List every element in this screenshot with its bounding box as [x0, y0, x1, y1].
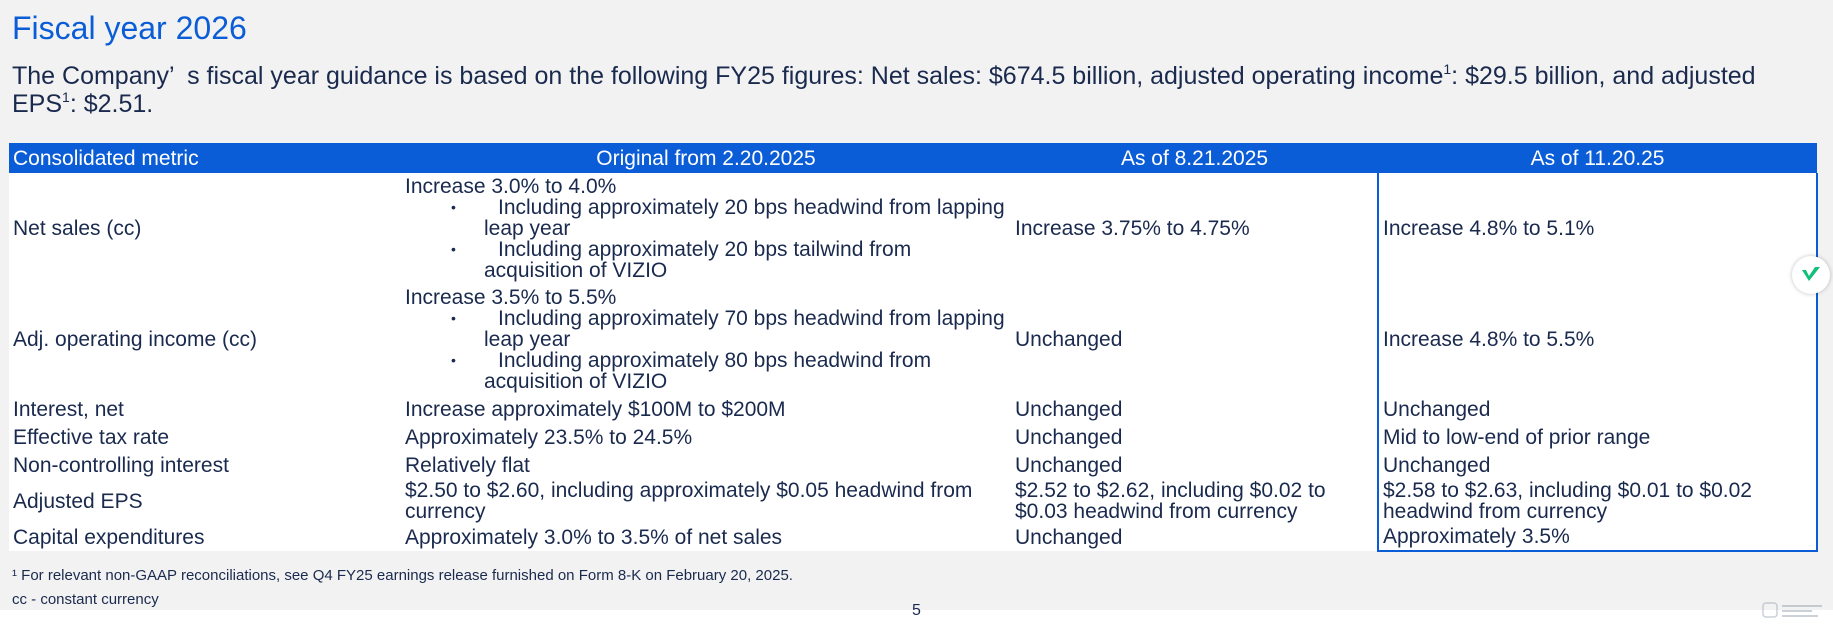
aug-guidance-cell: Unchanged	[1011, 451, 1378, 479]
nov-guidance-cell: Increase 4.8% to 5.1%	[1377, 173, 1818, 284]
guidance-bullet: Including approximately 20 bps tailwind …	[451, 239, 1007, 281]
original-guidance-cell: $2.50 to $2.60, including approximately …	[401, 479, 1011, 523]
nov-guidance-cell: $2.58 to $2.63, including $0.01 to $0.02…	[1377, 479, 1818, 523]
guidance-bullet: Including approximately 20 bps headwind …	[451, 197, 1007, 239]
intro-text-1: The Company’ s fiscal year guidance is b…	[12, 62, 1444, 90]
nov-guidance-cell: Unchanged	[1377, 395, 1818, 423]
slide: Fiscal year 2026 The Company’ s fiscal y…	[0, 0, 1833, 610]
column-header-aug: As of 8.21.2025	[1011, 143, 1378, 173]
intro-text-2: : $29.5 billion, and adjusted EPS	[12, 62, 1756, 118]
guidance-bullet: Including approximately 70 bps headwind …	[451, 308, 1007, 350]
original-guidance-cell: Increase 3.0% to 4.0% Including approxim…	[401, 173, 1011, 284]
footnote-marker: 1	[62, 89, 70, 105]
table-row-adj-operating-income: Adj. operating income (cc) Increase 3.5%…	[9, 284, 1818, 395]
metric-cell: Interest, net	[9, 395, 401, 423]
original-guidance-cell: Increase approximately $100M to $200M	[401, 395, 1011, 423]
table-row-net-sales: Net sales (cc) Increase 3.0% to 4.0% Inc…	[9, 173, 1818, 284]
aug-guidance-cell: Unchanged	[1011, 523, 1378, 551]
table-row-adjusted-eps: Adjusted EPS $2.50 to $2.60, including a…	[9, 479, 1818, 523]
guidance-bullets: Including approximately 70 bps headwind …	[405, 308, 1007, 392]
guidance-table: Consolidated metric Original from 2.20.2…	[9, 143, 1818, 552]
checkmark-logo-icon-glyph	[1802, 267, 1820, 281]
nov-guidance-cell: Mid to low-end of prior range	[1377, 423, 1818, 451]
original-guidance-main: Increase 3.5% to 5.5%	[405, 286, 617, 309]
guidance-bullet: Including approximately 80 bps headwind …	[451, 350, 1007, 392]
metric-cell: Non-controlling interest	[9, 451, 401, 479]
aug-guidance-cell: Unchanged	[1011, 395, 1378, 423]
footnote-non-gaap: ¹ For relevant non-GAAP reconciliations,…	[12, 567, 793, 584]
original-guidance-cell: Increase 3.5% to 5.5% Including approxim…	[401, 284, 1011, 395]
metric-cell: Effective tax rate	[9, 423, 401, 451]
aug-guidance-cell: Increase 3.75% to 4.75%	[1011, 173, 1378, 284]
footnote-marker: 1	[1443, 61, 1452, 77]
original-guidance-cell: Approximately 23.5% to 24.5%	[401, 423, 1011, 451]
guidance-intro: The Company’ s fiscal year guidance is b…	[12, 62, 1812, 118]
table-row-capital-expenditures: Capital expenditures Approximately 3.0% …	[9, 523, 1818, 552]
watermark-logo-icon	[1762, 602, 1822, 618]
table-row-effective-tax-rate: Effective tax rate Approximately 23.5% t…	[9, 423, 1818, 451]
footnote-constant-currency: cc - constant currency	[12, 591, 159, 608]
column-header-nov: As of 11.20.25	[1378, 143, 1817, 173]
intro-text-3: : $2.51.	[69, 90, 154, 118]
aug-guidance-cell: Unchanged	[1011, 284, 1378, 395]
column-header-original: Original from 2.20.2025	[401, 143, 1011, 173]
nov-guidance-cell: Unchanged	[1377, 451, 1818, 479]
original-guidance-cell: Approximately 3.0% to 3.5% of net sales	[401, 523, 1011, 551]
metric-cell: Adj. operating income (cc)	[9, 284, 401, 395]
original-guidance-main: Increase 3.0% to 4.0%	[405, 175, 617, 198]
aug-guidance-cell: Unchanged	[1011, 423, 1378, 451]
table-row-non-controlling-interest: Non-controlling interest Relatively flat…	[9, 451, 1818, 479]
original-guidance-cell: Relatively flat	[401, 451, 1011, 479]
metric-cell: Adjusted EPS	[9, 479, 401, 523]
table-row-interest-net: Interest, net Increase approximately $10…	[9, 395, 1818, 423]
table-header-row: Consolidated metric Original from 2.20.2…	[9, 143, 1817, 173]
metric-cell: Net sales (cc)	[9, 173, 401, 284]
column-header-metric: Consolidated metric	[9, 143, 401, 173]
page-number: 5	[912, 602, 921, 619]
nov-guidance-cell: Increase 4.8% to 5.5%	[1377, 284, 1818, 395]
aug-guidance-cell: $2.52 to $2.62, including $0.02 to $0.03…	[1011, 479, 1378, 523]
nov-guidance-cell: Approximately 3.5%	[1377, 523, 1818, 552]
guidance-bullets: Including approximately 20 bps headwind …	[405, 197, 1007, 281]
checkmark-logo-icon[interactable]	[1792, 256, 1830, 294]
metric-cell: Capital expenditures	[9, 523, 401, 551]
page-title: Fiscal year 2026	[12, 10, 247, 46]
